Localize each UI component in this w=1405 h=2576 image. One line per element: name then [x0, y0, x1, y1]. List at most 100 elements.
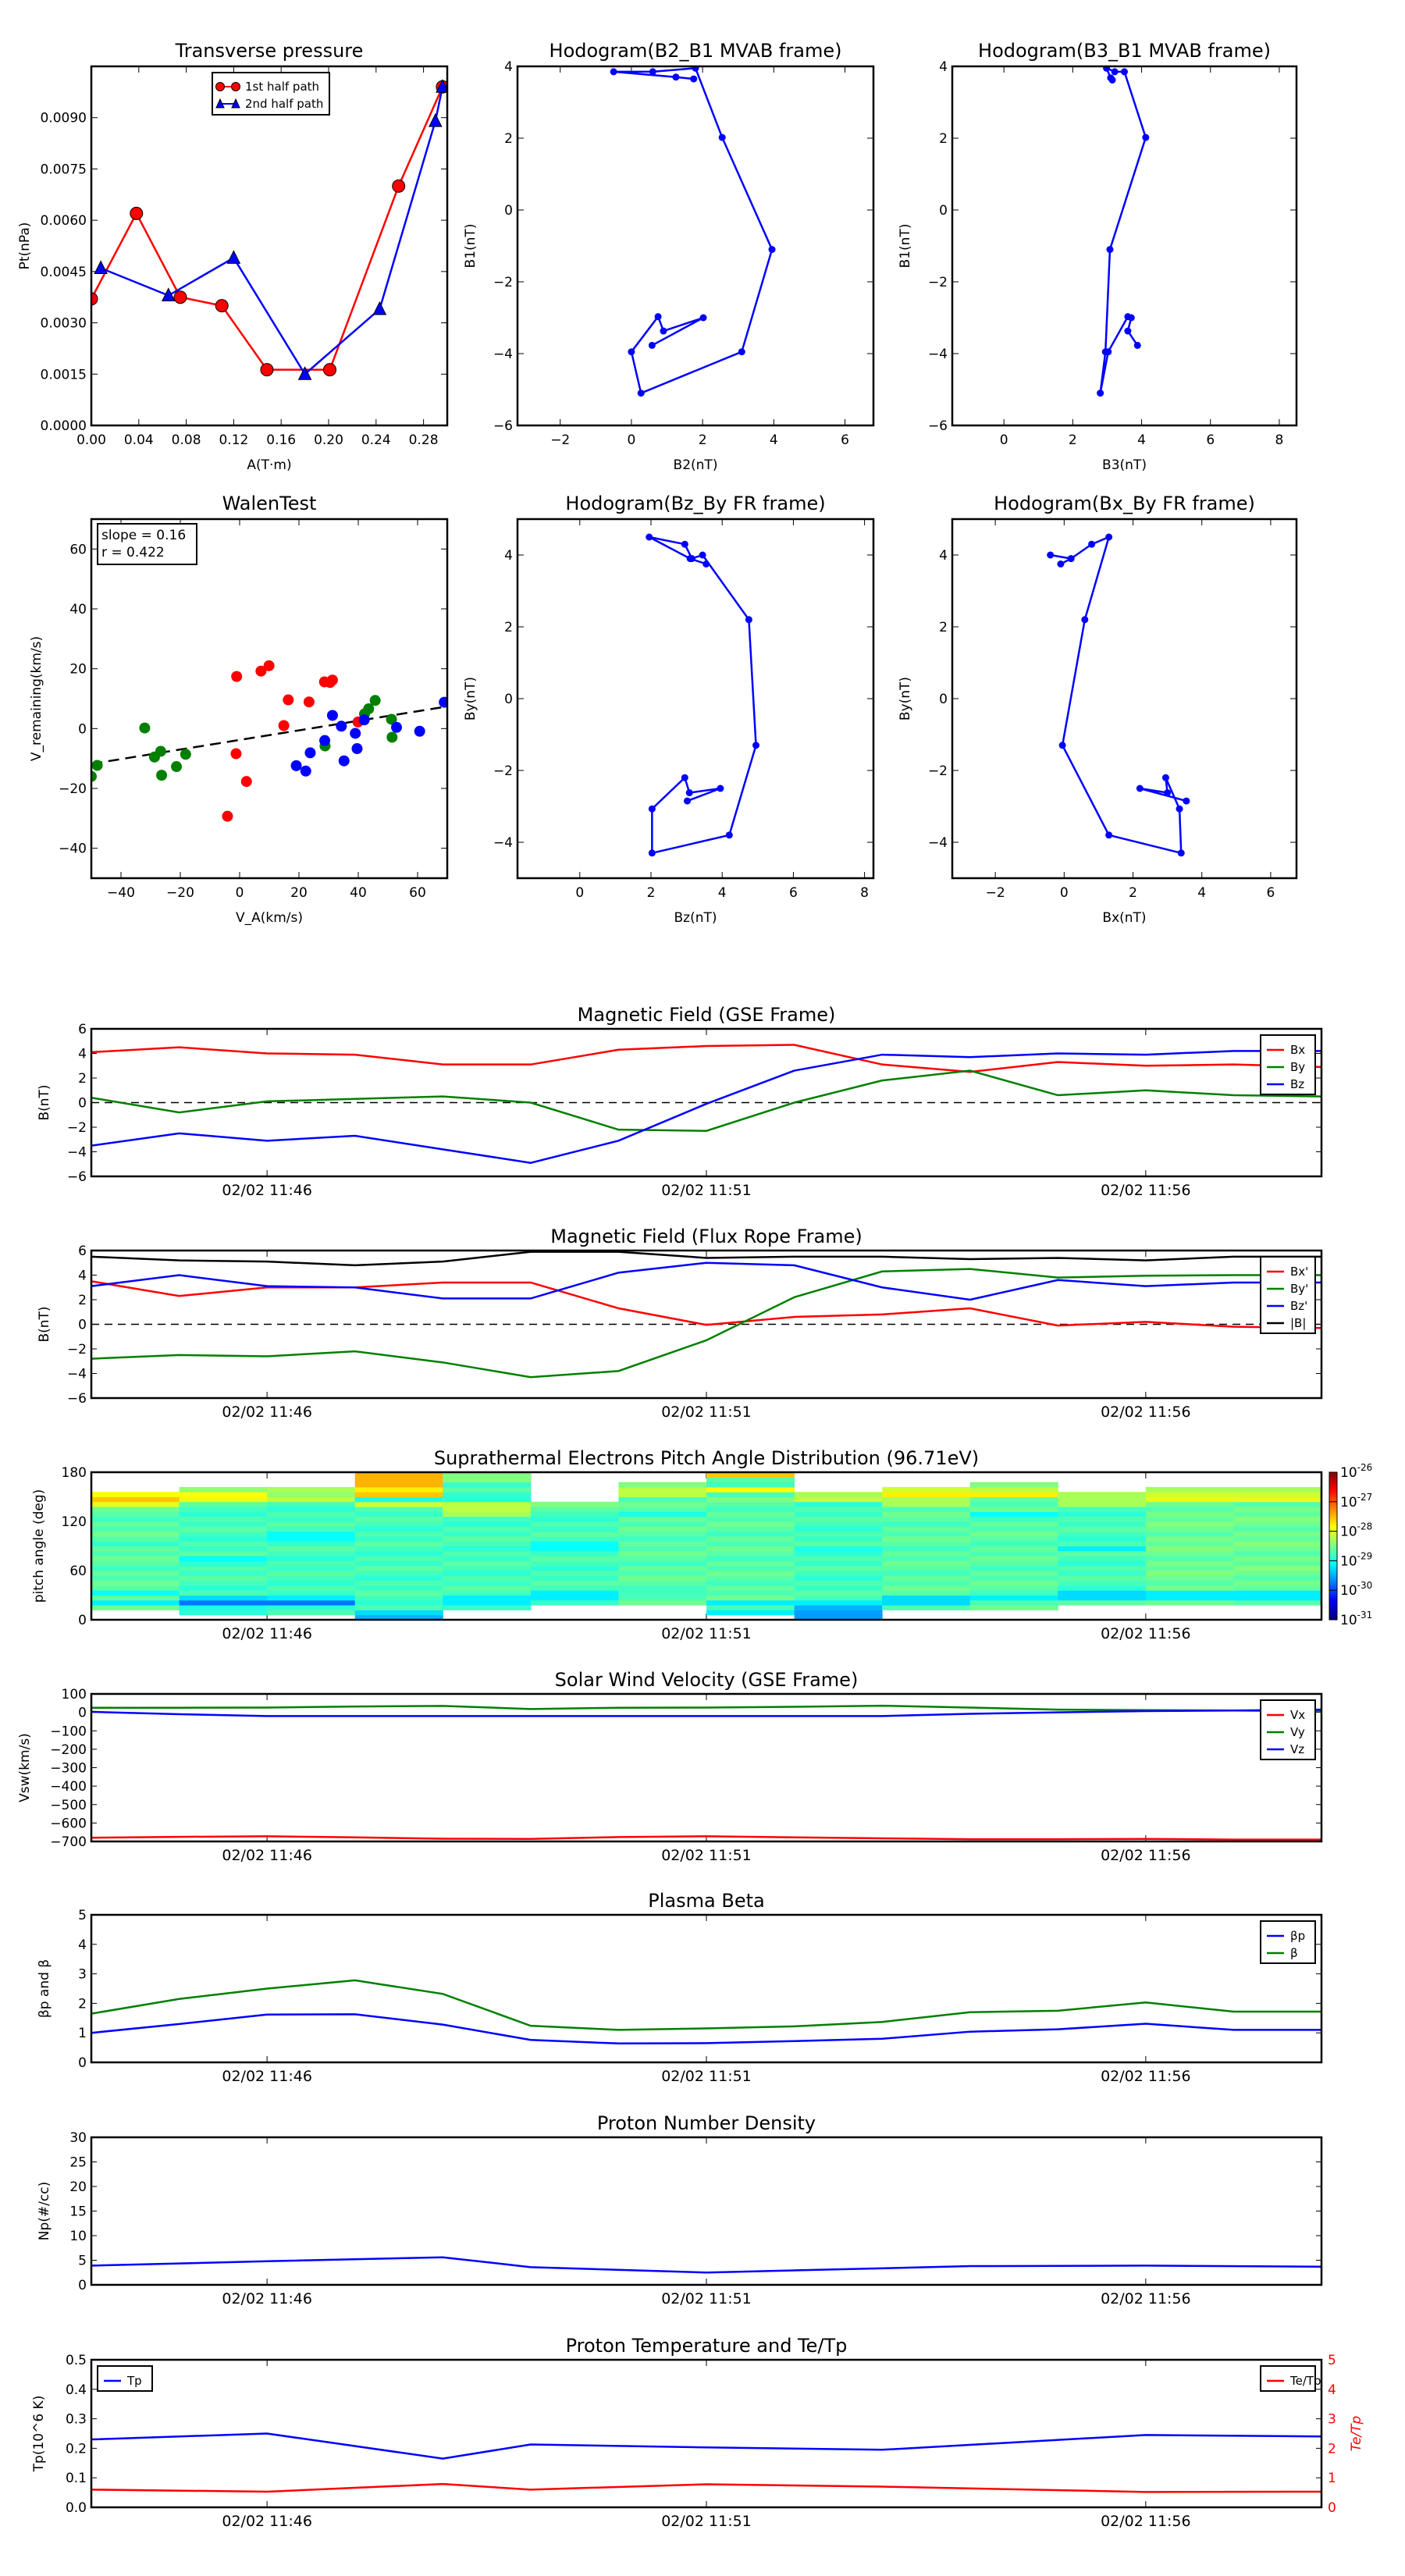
data-point [139, 722, 151, 734]
colorbar-segment [1329, 1548, 1337, 1552]
y-tick-label: 4 [78, 1268, 87, 1284]
data-point [222, 810, 233, 822]
heatmap-cell [706, 1546, 795, 1552]
legend-label: |B| [1290, 1316, 1306, 1330]
heatmap-cell [179, 1507, 268, 1512]
heatmap-cell [969, 1560, 1058, 1567]
chart-title: Suprathermal Electrons Pitch Angle Distr… [434, 1447, 979, 1469]
heatmap-cell [530, 1546, 619, 1552]
heatmap-cell [354, 1580, 443, 1586]
x-tick-label: 6 [789, 885, 798, 901]
series-line-p [91, 2013, 1321, 2045]
heatmap-cell [443, 1599, 532, 1606]
chart-title: Proton Temperature and Te/Tp [566, 2335, 848, 2357]
data-point [649, 68, 656, 76]
data-point [681, 774, 688, 781]
y-tick-label: 0.0060 [41, 213, 87, 229]
x-axis-label: B2(nT) [674, 457, 718, 473]
heatmap-cell [91, 1511, 180, 1517]
heatmap-cell [618, 1482, 707, 1488]
y-axis-label: βp and β [37, 1959, 52, 2018]
heatmap-cell [1145, 1492, 1234, 1497]
chart-walen-test: WalenTest −40 −20 0 20 40 60 −40 −20 0 20 40 60 V_A(k… [29, 493, 449, 926]
x-tick-label: 02/02 11:56 [1101, 2290, 1191, 2307]
heatmap-cell [618, 1580, 707, 1586]
heatmap-cell [1058, 1580, 1147, 1586]
data-point [392, 179, 406, 193]
colorbar-segment [1329, 1617, 1337, 1621]
data-point [363, 703, 375, 715]
axes-frame [516, 65, 875, 427]
data-point [738, 348, 745, 356]
x-tick-label: 02/02 11:51 [661, 1182, 752, 1199]
legend-label: Vx [1290, 1708, 1305, 1722]
heatmap-cell [1233, 1590, 1322, 1596]
data-point [94, 260, 108, 274]
heatmap-cell [706, 1516, 795, 1522]
data-point [745, 616, 752, 624]
data-point [386, 731, 398, 743]
heatmap-cell [618, 1595, 707, 1601]
data-point [303, 696, 315, 708]
data-point [660, 327, 667, 335]
heatmap-cell [1058, 1496, 1147, 1503]
y-tick-label: 6 [78, 1022, 87, 1037]
chart-title: Proton Number Density [597, 2112, 816, 2134]
data-point [278, 720, 290, 731]
heatmap-cell [443, 1472, 532, 1478]
data-point [226, 250, 241, 264]
legend: Bx' By' Bz' |B| [1260, 1256, 1316, 1334]
heatmap-cell [267, 1531, 356, 1537]
colorbar-segment [1329, 1605, 1337, 1608]
legend-marker [215, 98, 225, 109]
chart-magnetic-field-fr: Magnetic Field (Flux Rope Frame)−6−4−202… [37, 1226, 1323, 1421]
axes-frame [90, 1027, 1323, 1178]
heatmap-cell [882, 1565, 971, 1571]
heatmap-cell [969, 1516, 1058, 1522]
chart-title: Solar Wind Velocity (GSE Frame) [555, 1669, 859, 1691]
colorbar-segment [1329, 1501, 1337, 1505]
y-tick-label: 0.2 [66, 2441, 87, 2457]
heatmap-cell [794, 1580, 883, 1586]
heatmap-cell [969, 1556, 1058, 1561]
heatmap-cell [1058, 1511, 1147, 1517]
heatmap-cell [354, 1605, 443, 1610]
legend-box [97, 2365, 153, 2392]
heatmap-cell [91, 1585, 180, 1591]
heatmap-cell [91, 1516, 180, 1522]
heatmap-cell [794, 1556, 883, 1561]
heatmap-cell [354, 1585, 443, 1591]
heatmap-cell [267, 1486, 356, 1493]
data-point [1177, 849, 1185, 857]
colorbar-segment [1329, 1509, 1337, 1512]
heatmap-cell [267, 1501, 356, 1507]
data-point [1106, 246, 1114, 254]
data-point [336, 720, 347, 732]
colorbar-segment [1329, 1533, 1337, 1537]
heatmap-cell [443, 1526, 532, 1532]
heatmap-cell [179, 1492, 268, 1497]
x-tick-label: 8 [860, 885, 869, 901]
y-tick-label: −300 [50, 1761, 87, 1777]
heatmap-cell [1145, 1486, 1234, 1493]
heatmap-cell [267, 1585, 356, 1591]
data-point [319, 735, 331, 746]
heatmap-cell [969, 1595, 1058, 1601]
heatmap-cell [706, 1565, 795, 1571]
data-point [1057, 560, 1065, 568]
colorbar-segment [1329, 1571, 1337, 1574]
y-tick-label-right: 0 [1328, 2500, 1336, 2516]
heatmap-cell [618, 1521, 707, 1527]
heatmap-cell [179, 1550, 268, 1557]
heatmap-cell [354, 1486, 443, 1493]
data-point [1183, 797, 1190, 805]
data-point [358, 714, 370, 726]
series-line-Bz [91, 1050, 1321, 1164]
heatmap-cell [969, 1501, 1058, 1507]
y-tick-label: 2 [939, 131, 948, 147]
heatmap-cell [706, 1580, 795, 1586]
heatmap-cell [1058, 1531, 1147, 1537]
x-tick-label: 02/02 11:56 [1101, 2068, 1191, 2085]
heatmap-cell [354, 1507, 443, 1512]
series-line-Vz [91, 1708, 1321, 1717]
